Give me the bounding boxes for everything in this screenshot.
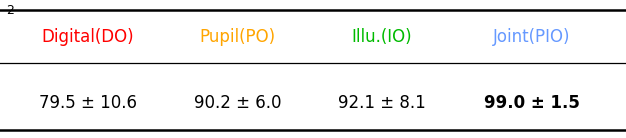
Text: Joint(PIO): Joint(PIO) (493, 28, 571, 46)
Text: 92.1 ± 8.1: 92.1 ± 8.1 (338, 95, 426, 112)
Text: 90.2 ± 6.0: 90.2 ± 6.0 (194, 95, 282, 112)
Text: 2: 2 (6, 4, 14, 17)
Text: Digital(DO): Digital(DO) (41, 28, 134, 46)
Text: Pupil(PO): Pupil(PO) (200, 28, 276, 46)
Text: 79.5 ± 10.6: 79.5 ± 10.6 (39, 95, 136, 112)
Text: 99.0 ± 1.5: 99.0 ± 1.5 (484, 95, 580, 112)
Text: Illu.(IO): Illu.(IO) (352, 28, 412, 46)
